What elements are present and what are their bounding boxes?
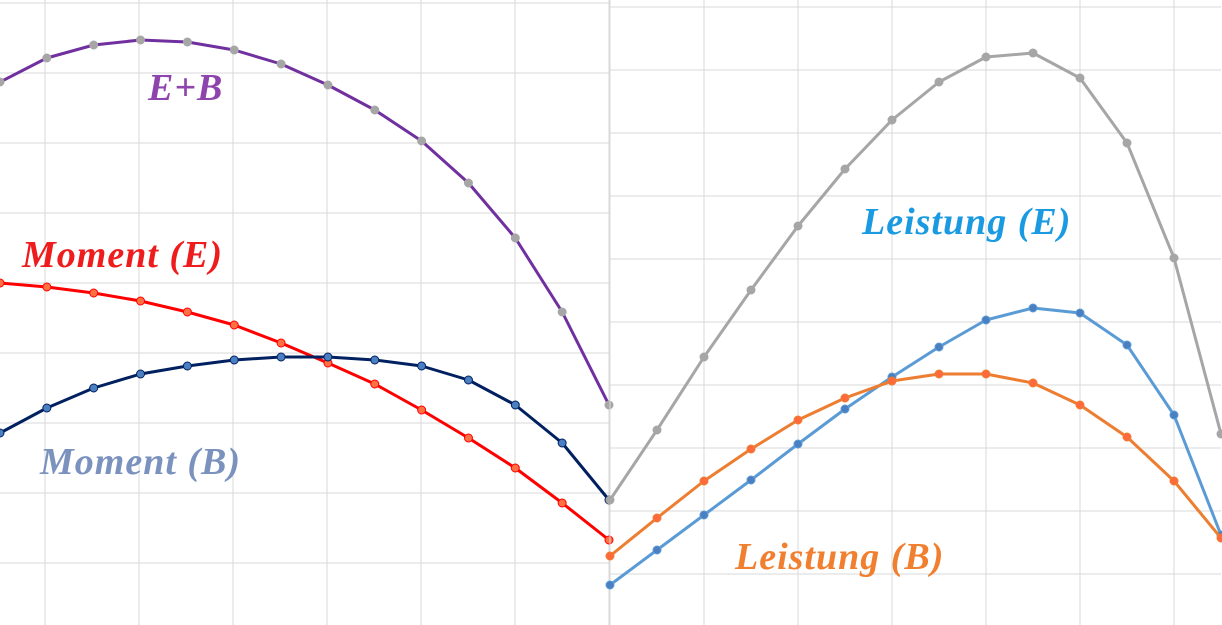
data-point: [370, 355, 380, 365]
data-point: [981, 52, 991, 62]
series-label: Leistung (B): [734, 536, 944, 578]
data-point: [840, 404, 850, 414]
data-point: [276, 59, 286, 69]
data-point: [746, 285, 756, 295]
data-point: [605, 495, 615, 505]
data-point: [557, 307, 567, 317]
data-point: [1216, 533, 1222, 543]
data-point: [699, 476, 709, 486]
data-point: [0, 77, 5, 87]
data-point: [510, 233, 520, 243]
data-point: [89, 383, 99, 393]
data-point: [1028, 378, 1038, 388]
data-point: [89, 40, 99, 50]
data-point: [1216, 429, 1222, 439]
data-point: [981, 315, 991, 325]
data-point: [229, 45, 239, 55]
series-label: Moment (E): [21, 234, 223, 276]
data-point: [182, 37, 192, 47]
series-line: [609, 306, 1222, 587]
data-point: [276, 352, 286, 362]
series-line: [609, 372, 1222, 558]
data-point: [840, 393, 850, 403]
data-point: [136, 296, 146, 306]
data-point: [417, 136, 427, 146]
data-point: [417, 405, 427, 415]
data-point: [934, 369, 944, 379]
data-point: [229, 320, 239, 330]
data-point: [510, 463, 520, 473]
data-point: [370, 379, 380, 389]
data-point: [557, 498, 567, 508]
data-point: [510, 400, 520, 410]
data-point: [887, 376, 897, 386]
data-point: [42, 282, 52, 292]
data-point: [1169, 476, 1179, 486]
data-point: [652, 513, 662, 523]
series-line: [0, 281, 610, 542]
data-point: [1075, 400, 1085, 410]
data-point: [1122, 340, 1132, 350]
data-point: [1075, 308, 1085, 318]
data-point: [793, 439, 803, 449]
data-point: [840, 164, 850, 174]
data-point: [0, 278, 5, 288]
data-point: [934, 77, 944, 87]
data-point: [605, 551, 615, 561]
data-point: [1122, 432, 1132, 442]
data-point: [604, 400, 614, 410]
data-point: [463, 433, 473, 443]
series-line: [0, 38, 611, 406]
data-point: [42, 53, 52, 63]
data-point: [1075, 73, 1085, 83]
data-point: [652, 425, 662, 435]
data-point: [42, 403, 52, 413]
data-point: [981, 369, 991, 379]
data-point: [1169, 410, 1179, 420]
data-point: [229, 355, 239, 365]
series-label: E+B: [147, 67, 223, 109]
data-point: [323, 352, 333, 362]
data-point: [136, 35, 146, 45]
series-label: Moment (B): [39, 441, 241, 483]
data-point: [605, 580, 615, 590]
data-point: [1169, 253, 1179, 263]
data-point: [276, 338, 286, 348]
data-point: [323, 80, 333, 90]
data-point: [604, 535, 614, 545]
data-point: [136, 369, 146, 379]
data-point: [652, 545, 662, 555]
data-point: [746, 475, 756, 485]
data-point: [746, 444, 756, 454]
series-label: Leistung (E): [861, 201, 1071, 243]
series-line: [608, 51, 1222, 501]
data-point: [182, 307, 192, 317]
data-point: [463, 375, 473, 385]
data-point: [887, 115, 897, 125]
data-point: [557, 438, 567, 448]
data-point: [934, 342, 944, 352]
data-point: [1122, 138, 1132, 148]
data-point: [463, 178, 473, 188]
data-point: [0, 428, 5, 438]
data-point: [89, 288, 99, 298]
series-line: [0, 355, 611, 501]
data-point: [793, 221, 803, 231]
data-point: [417, 361, 427, 371]
data-point: [370, 105, 380, 115]
data-point: [182, 361, 192, 371]
data-point: [1028, 303, 1038, 313]
data-point: [793, 415, 803, 425]
data-point: [699, 352, 709, 362]
data-point: [1028, 48, 1038, 58]
data-point: [699, 510, 709, 520]
